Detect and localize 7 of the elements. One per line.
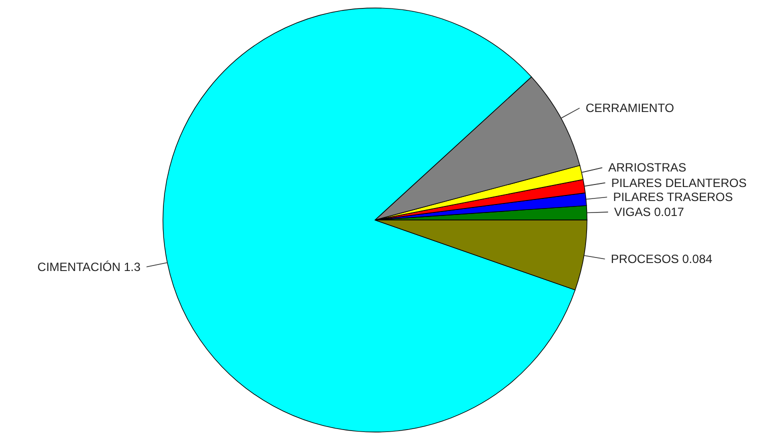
slice-label: CIMENTACIÓN 1.3 [37, 260, 141, 274]
slice-label: PILARES TRASEROS [613, 190, 733, 204]
slice-label: PILARES DELANTEROS [611, 176, 747, 190]
slice-label: PROCESOS 0.084 [610, 252, 713, 266]
slice-label: VIGAS 0.017 [614, 205, 684, 220]
slice-label: ARRIOSTRAS [608, 160, 686, 175]
slice-label: CERRAMIENTO [586, 101, 674, 116]
